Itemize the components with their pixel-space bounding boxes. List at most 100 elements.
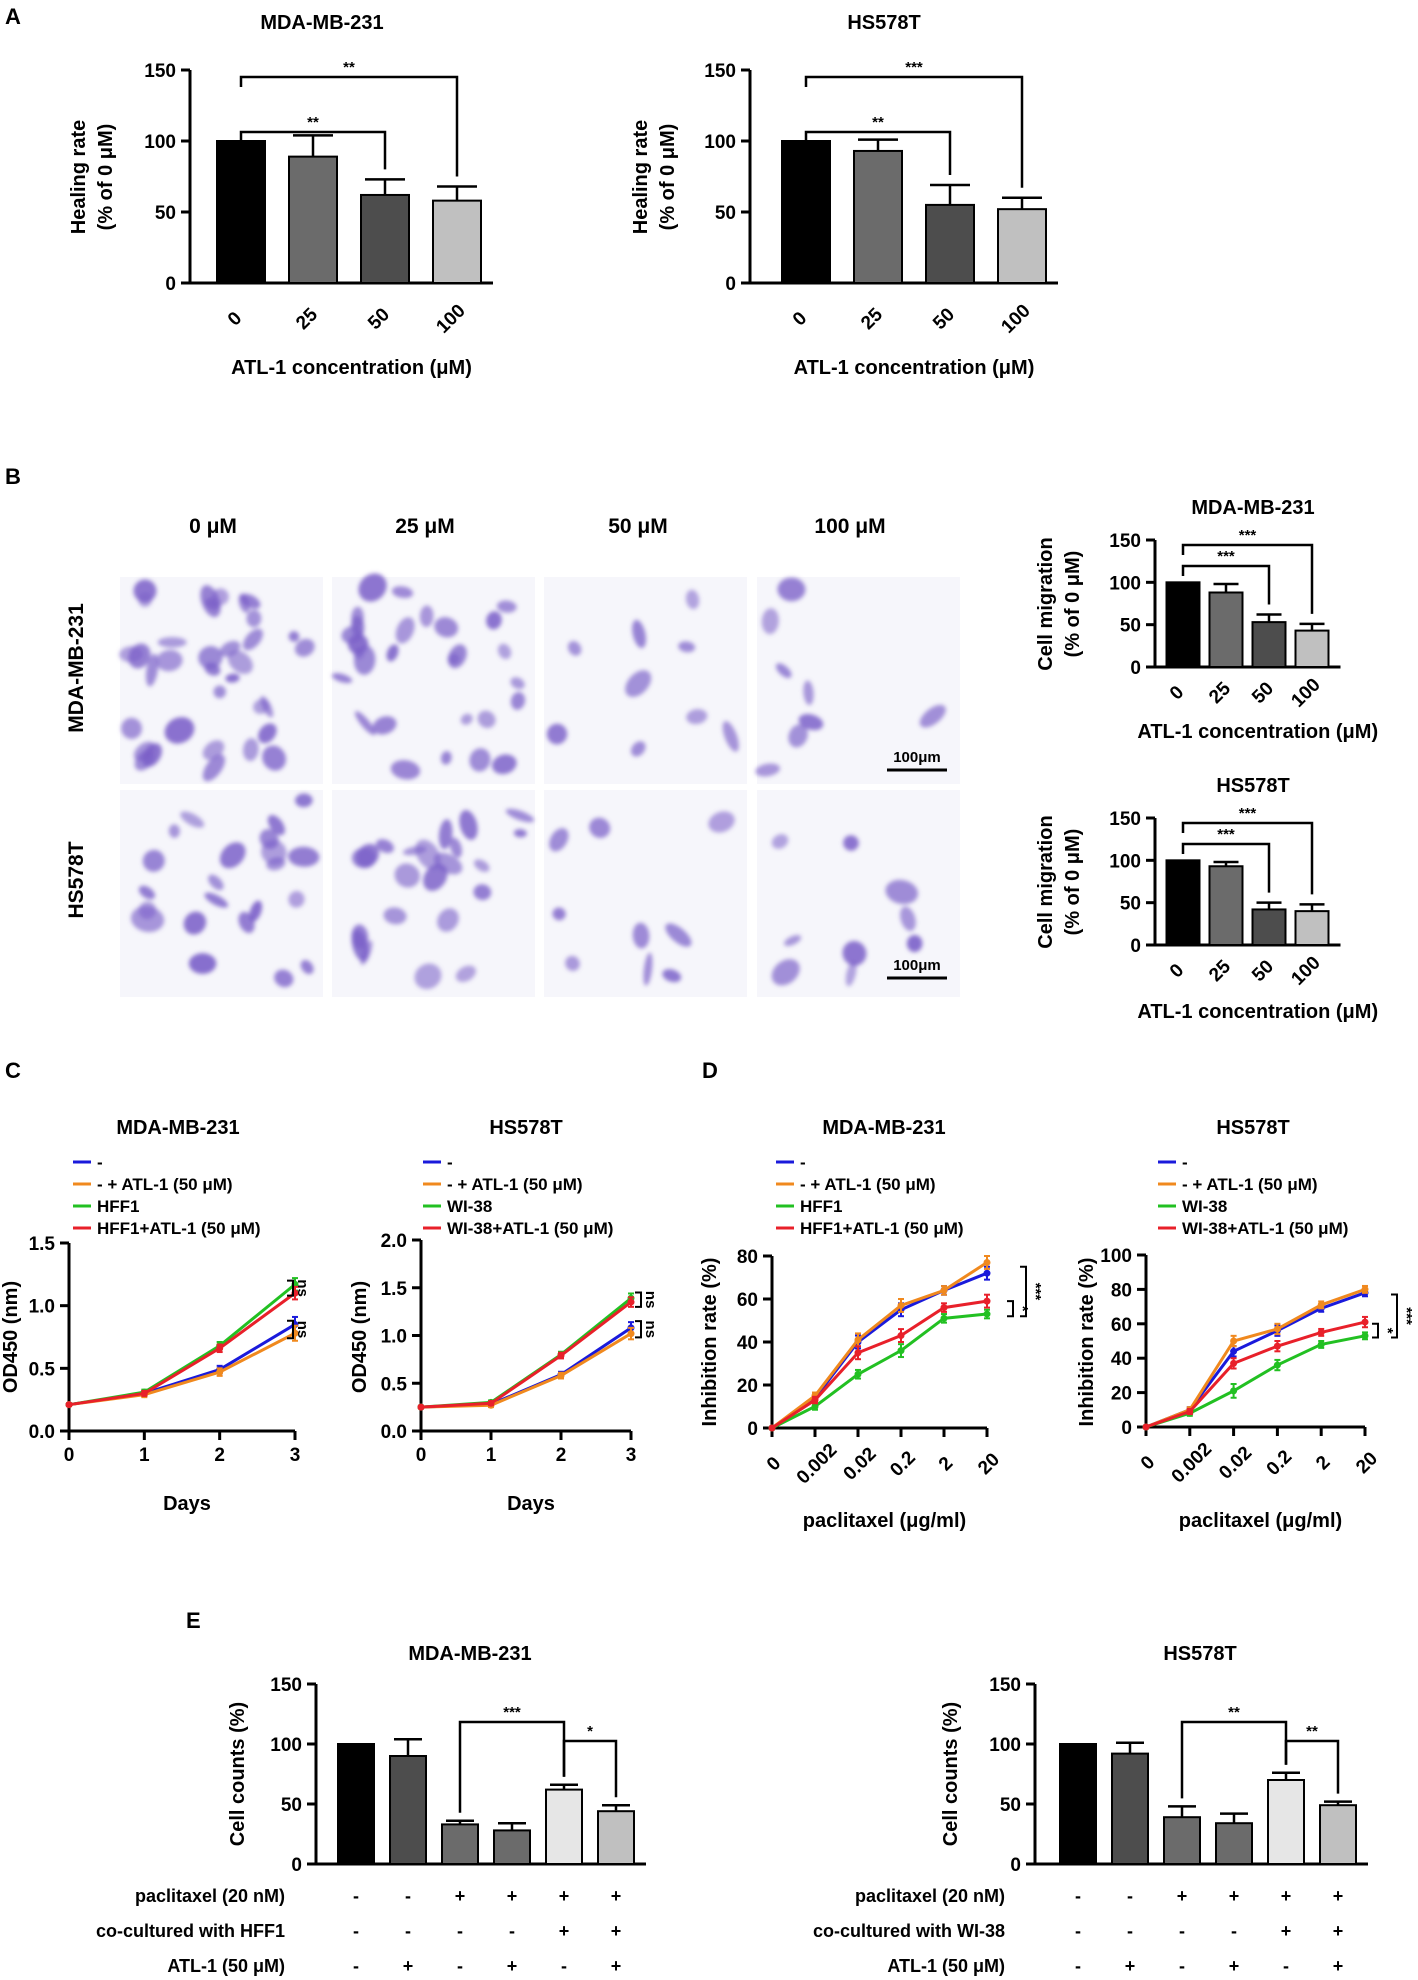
condition-value: - [1231,1921,1237,1941]
e2-y-tick-label: 100 [989,1735,1021,1756]
significance-bracket [1181,842,1271,893]
stained-cell [262,745,286,771]
column-label-50uM: 50 μM [608,515,668,538]
stained-cell [395,617,415,644]
stained-cell [491,754,517,775]
c2-y-tick-label: 2.0 [381,1231,407,1252]
y-axis-label: Healing rate [68,120,90,234]
data-point [216,1368,224,1376]
x-axis-label: paclitaxel (μg/ml) [803,1510,966,1532]
d2-y-tick-label: 60 [1111,1315,1132,1336]
d1-y-tick-label: 80 [737,1247,758,1268]
stained-cell [447,644,467,669]
stained-cell [510,691,526,710]
stained-cell [549,828,569,852]
significance-label: *** [905,59,923,76]
condition-value: - [457,1921,463,1941]
significance-label: ** [872,114,884,131]
bar-e2-2 [1163,1816,1201,1865]
significance-bracket [287,1319,294,1340]
b1-y-tick-label: 150 [1109,531,1141,552]
x-tick-label: 2 [214,1445,225,1466]
x-axis-label: ATL-1 concentration (μM) [231,357,472,379]
stained-cell [433,852,463,875]
significance-label: ** [1228,1704,1240,1721]
stained-cell [459,810,478,840]
panel-label-d: D [702,1058,718,1083]
significance-label: * [587,1723,593,1740]
scale-bar-label-top: 100μm [893,749,941,766]
significance-label: ns [642,1291,659,1309]
condition-value: - [1179,1921,1185,1941]
significance-label: *** [1239,805,1257,822]
significance-bracket [287,1279,294,1297]
data-point [1361,1332,1369,1340]
stained-cell [261,839,287,865]
y-axis-label: OD450 (nm) [0,1281,22,1393]
stained-cell [885,879,919,905]
x-axis-label: Days [163,1493,211,1515]
significance-label: ns [294,1321,311,1339]
condition-value: - [1179,1956,1185,1976]
micrograph-grid: 0 μM 25 μM 50 μM 100 μM MDA-MB-231 HS578… [65,515,960,997]
stained-cell [358,573,387,602]
condition-value: + [611,1956,622,1976]
data-point [940,1314,948,1322]
x-tick-label: 50 [929,304,959,334]
x-tick-label: 0 [1137,1452,1159,1474]
stained-cell [434,617,459,638]
e2-y-tick-label: 0 [1010,1855,1021,1876]
condition-value: - [353,1886,359,1906]
legend-entry: - + ATL-1 (50 μM) [447,1175,583,1194]
condition-value: + [455,1886,466,1906]
data-point [1230,1387,1238,1395]
chart-b1: MDA-MB-231 0 50 100 150 0 25 50 100 ****** Cell mi… [1035,497,1378,743]
bar-b1-0 [1165,581,1201,668]
data-point [487,1399,495,1407]
data-point [140,1389,148,1397]
stained-cell [414,963,442,990]
stained-cell [513,829,527,838]
y-axis-label: Cell migration [1035,815,1057,948]
micrograph-mda-100uM [757,577,960,784]
x-tick-label: 0.02 [1215,1443,1256,1484]
significance-bracket [1181,564,1271,605]
significance-label: ns [642,1321,659,1339]
bar-b2-0 [1165,859,1201,946]
stained-cell [755,763,781,777]
d1-y-tick-label: 40 [737,1333,758,1354]
stained-cell [565,955,580,971]
significance-bracket [239,130,387,170]
c2-y-tick-label: 1.0 [381,1327,407,1348]
legend-entry: - + ATL-1 (50 μM) [800,1175,936,1194]
stained-cell [625,670,652,697]
b1-y-tick-label: 100 [1109,573,1141,594]
data-point [216,1344,224,1352]
legend-entry: - [800,1153,806,1172]
legend-entry: WI-38 [1182,1197,1227,1216]
significance-bracket [239,75,459,177]
condition-value: - [1075,1921,1081,1941]
d2-y-tick-label: 80 [1111,1280,1132,1301]
d2-y-tick-label: 0 [1121,1418,1132,1439]
e2-title: HS578T [1163,1643,1236,1665]
stained-cell [686,709,708,725]
e2-y-tick-label: 150 [989,1675,1021,1696]
c2-y-tick-label: 1.5 [381,1279,408,1300]
data-point [1186,1408,1194,1416]
c2-title: HS578T [489,1117,562,1139]
c1-title: MDA-MB-231 [116,1117,239,1139]
b2-y-tick-label: 50 [1120,894,1141,915]
d1-y-tick-label: 60 [737,1290,758,1311]
x-tick-label: 0.2 [1263,1446,1297,1480]
x-tick-label: 0 [763,1453,785,1475]
stained-cell [198,646,223,670]
chart-d2: HS578T 0 20 40 60 80 100 0 0.002 0.02 0.2 2 20 - - + A… [1076,1117,1415,1532]
series-line-orange [420,1332,632,1409]
stained-cell [761,608,779,635]
x-tick-label: 0 [64,1445,75,1466]
data-point [854,1370,862,1378]
d2-title: HS578T [1216,1117,1289,1139]
data-point [557,1372,565,1380]
